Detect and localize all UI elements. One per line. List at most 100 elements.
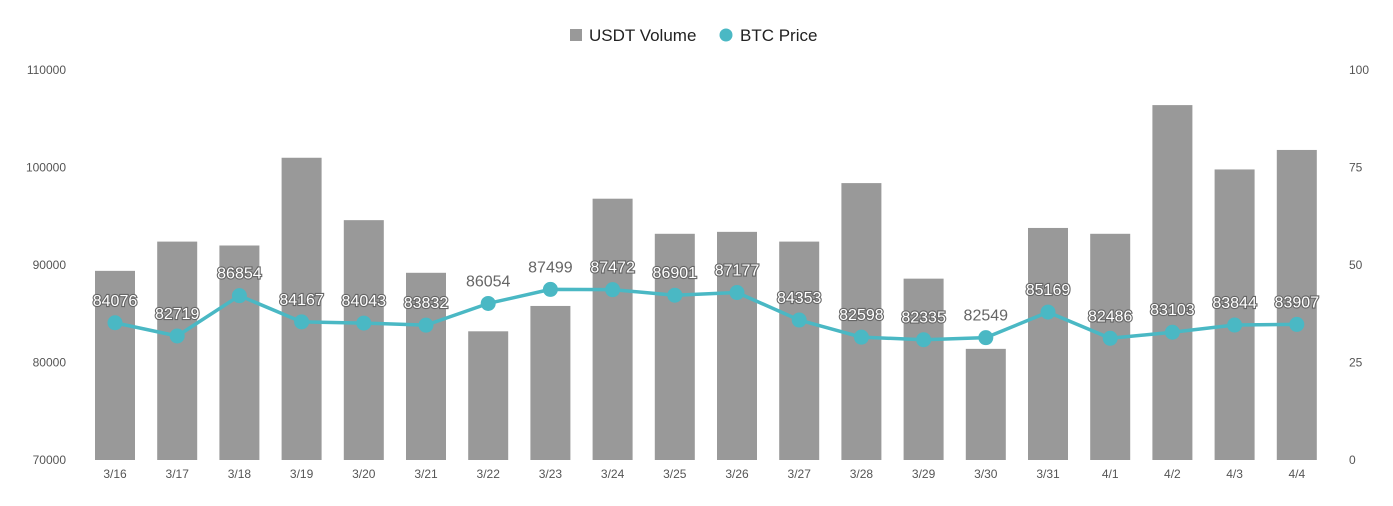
- price-line-path: [114, 287, 1297, 342]
- price-point-3-31: [1040, 304, 1056, 320]
- price-point-3-27: [791, 312, 807, 328]
- left-axis-tick: 100000: [26, 161, 66, 175]
- price-point-3-16: [107, 315, 123, 331]
- price-point-4-1: [1102, 330, 1118, 346]
- right-axis-tick: 75: [1349, 161, 1363, 175]
- x-axis-tick: 4/3: [1226, 467, 1243, 481]
- bar-3-16: [95, 270, 135, 460]
- left-axis: 70000 80000 90000 100000 110000: [26, 63, 66, 467]
- price-point-3-17: [169, 328, 185, 344]
- x-axis-tick: 3/24: [601, 467, 625, 481]
- price-label-3-25: 86901: [653, 265, 698, 282]
- legend-label-usdt-volume: USDT Volume: [589, 26, 696, 45]
- x-axis-tick: 4/1: [1102, 467, 1119, 481]
- bar-4-2: [1152, 105, 1193, 460]
- bar-4-3: [1214, 169, 1255, 460]
- right-axis-tick: 100: [1349, 63, 1369, 77]
- price-point-3-23: [542, 281, 558, 297]
- price-label-3-20: 84043: [342, 293, 387, 310]
- price-point-3-25: [667, 287, 683, 303]
- x-axis-tick: 3/29: [912, 467, 936, 481]
- price-label-4-4: 83907: [1275, 294, 1320, 311]
- x-axis-tick: 3/21: [414, 467, 438, 481]
- x-axis-tick: 3/20: [352, 467, 376, 481]
- bar-3-19: [281, 157, 322, 460]
- price-labels: 84076 82719 86854 84167 84043 83832 86054 87499…: [92, 259, 1321, 328]
- price-label-3-16: 84076: [93, 293, 138, 310]
- price-label-4-2: 83103: [1150, 302, 1195, 319]
- price-point-3-29: [916, 332, 932, 348]
- left-axis-tick: 90000: [33, 258, 67, 272]
- legend-label-btc-price: BTC Price: [740, 26, 817, 45]
- bar-3-31: [1028, 227, 1068, 460]
- price-line: [107, 281, 1305, 348]
- price-label-3-23: 87499: [528, 259, 573, 276]
- x-axis-tick: 3/27: [788, 467, 812, 481]
- price-point-3-24: [605, 282, 621, 298]
- price-point-3-19: [294, 314, 310, 330]
- right-axis-tick: 50: [1349, 258, 1363, 272]
- price-label-3-26: 87177: [715, 263, 760, 280]
- x-axis-tick: 3/28: [850, 467, 874, 481]
- x-axis-tick: 3/23: [539, 467, 563, 481]
- x-axis: 3/16 3/17 3/18 3/19 3/20 3/21 3/22 3/23 3/24 3/25…: [103, 467, 1305, 481]
- legend-swatch-btc-price: [719, 28, 733, 42]
- x-axis-tick: 3/26: [725, 467, 749, 481]
- right-axis-tick: 0: [1349, 453, 1356, 467]
- price-label-3-29: 82335: [901, 310, 946, 327]
- x-axis-tick: 3/19: [290, 467, 314, 481]
- price-point-3-26: [729, 285, 745, 301]
- x-axis-tick: 3/31: [1036, 467, 1060, 481]
- price-label-3-19: 84167: [279, 292, 324, 309]
- x-axis-tick: 3/18: [228, 467, 252, 481]
- price-label-3-22: 86054: [466, 273, 511, 290]
- price-label-4-3: 83844: [1212, 295, 1257, 312]
- x-axis-tick: 3/22: [477, 467, 501, 481]
- price-point-4-2: [1164, 324, 1180, 340]
- x-axis-tick: 4/2: [1164, 467, 1181, 481]
- x-axis-tick: 3/17: [166, 467, 190, 481]
- bar-3-24: [592, 198, 633, 460]
- bar-4-4: [1276, 149, 1317, 460]
- legend: USDT Volume BTC Price: [570, 26, 817, 45]
- right-axis-tick: 25: [1349, 356, 1363, 370]
- x-axis-tick: 3/25: [663, 467, 687, 481]
- volume-bars: [95, 105, 1317, 460]
- left-axis-tick: 110000: [27, 63, 66, 77]
- left-axis-tick: 70000: [33, 453, 67, 467]
- bar-3-28: [841, 183, 882, 460]
- price-point-3-18: [231, 288, 247, 304]
- bar-3-18: [219, 245, 260, 460]
- bar-3-23: [530, 305, 571, 460]
- bar-3-26: [717, 231, 757, 460]
- price-point-4-4: [1289, 316, 1305, 332]
- bar-3-27: [779, 241, 820, 460]
- price-label-3-30: 82549: [964, 308, 1009, 325]
- price-point-3-22: [480, 295, 496, 311]
- bar-3-29: [903, 278, 944, 460]
- price-label-3-24: 87472: [590, 260, 635, 277]
- price-point-4-3: [1227, 317, 1243, 333]
- bar-3-22: [468, 331, 509, 460]
- right-axis: 0 25 50 75 100: [1349, 63, 1369, 467]
- x-axis-tick: 4/4: [1288, 467, 1305, 481]
- bar-4-1: [1090, 233, 1131, 460]
- price-label-3-27: 84353: [777, 290, 822, 307]
- legend-swatch-usdt-volume: [570, 29, 582, 41]
- bar-3-20: [343, 220, 384, 460]
- x-axis-tick: 3/30: [974, 467, 998, 481]
- bar-3-17: [157, 241, 198, 460]
- bar-3-25: [654, 233, 695, 460]
- price-point-3-20: [356, 315, 372, 331]
- price-label-3-17: 82719: [155, 306, 200, 323]
- price-point-3-21: [418, 317, 434, 333]
- left-axis-tick: 80000: [33, 356, 67, 370]
- bar-3-30: [965, 348, 1006, 460]
- price-label-3-21: 83832: [404, 295, 449, 312]
- bar-3-21: [406, 272, 446, 460]
- price-label-4-1: 82486: [1088, 308, 1133, 325]
- price-point-3-30: [978, 330, 994, 346]
- price-label-3-31: 85169: [1026, 282, 1071, 299]
- price-label-3-28: 82598: [839, 307, 884, 324]
